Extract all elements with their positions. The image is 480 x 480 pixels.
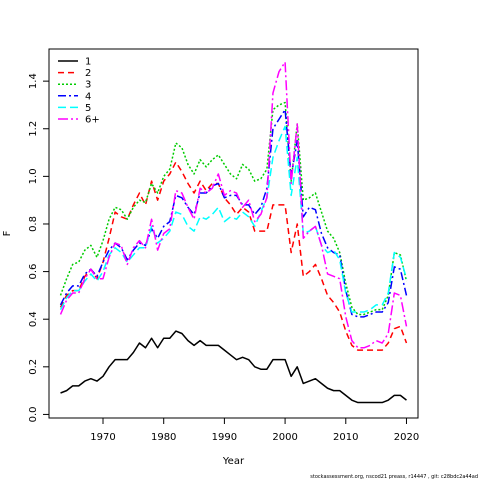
series-line-5	[59, 125, 408, 313]
plot-frame	[48, 48, 419, 419]
y-axis: 0.0 0.2 0.4 0.6 0.8 1.0 1.2 1.4	[28, 73, 50, 422]
x-axis: 1970 1980 1990 2000 2010 2020	[90, 417, 419, 443]
x-tick-label: 2020	[394, 432, 419, 443]
y-tick-label: 0.8	[28, 216, 39, 232]
x-tick-label: 1990	[212, 432, 237, 443]
x-tick-label: 1970	[90, 432, 115, 443]
y-tick-label: 0.0	[28, 406, 39, 422]
y-tick-label: 1.2	[28, 121, 39, 137]
y-tick-label: 0.2	[28, 359, 39, 375]
x-tick-label: 2010	[333, 432, 358, 443]
y-tick-label: 1.0	[28, 168, 39, 184]
series-line-1	[60, 330, 407, 404]
series-line-6plus	[59, 61, 408, 349]
legend-label: 5	[85, 103, 91, 114]
legend-label: 3	[85, 80, 91, 91]
y-tick-label: 0.4	[28, 311, 39, 327]
legend-label: 1	[85, 57, 91, 68]
x-tick-label: 1980	[151, 432, 176, 443]
legend-label: 2	[85, 68, 91, 79]
series-line-4	[59, 108, 408, 318]
series-lines	[59, 61, 408, 404]
x-tick-label: 2000	[272, 432, 297, 443]
y-tick-label: 0.6	[28, 264, 39, 280]
y-tick-label: 1.4	[28, 73, 39, 89]
series-line-3	[59, 101, 408, 316]
legend-label: 6+	[85, 115, 100, 126]
footer-text: stockassessment.org, nscod21 preass, r14…	[310, 474, 478, 480]
y-axis-title: F	[2, 230, 13, 236]
x-axis-title: Year	[222, 456, 245, 467]
series-line-2	[59, 161, 408, 351]
legend-label: 4	[85, 91, 91, 102]
